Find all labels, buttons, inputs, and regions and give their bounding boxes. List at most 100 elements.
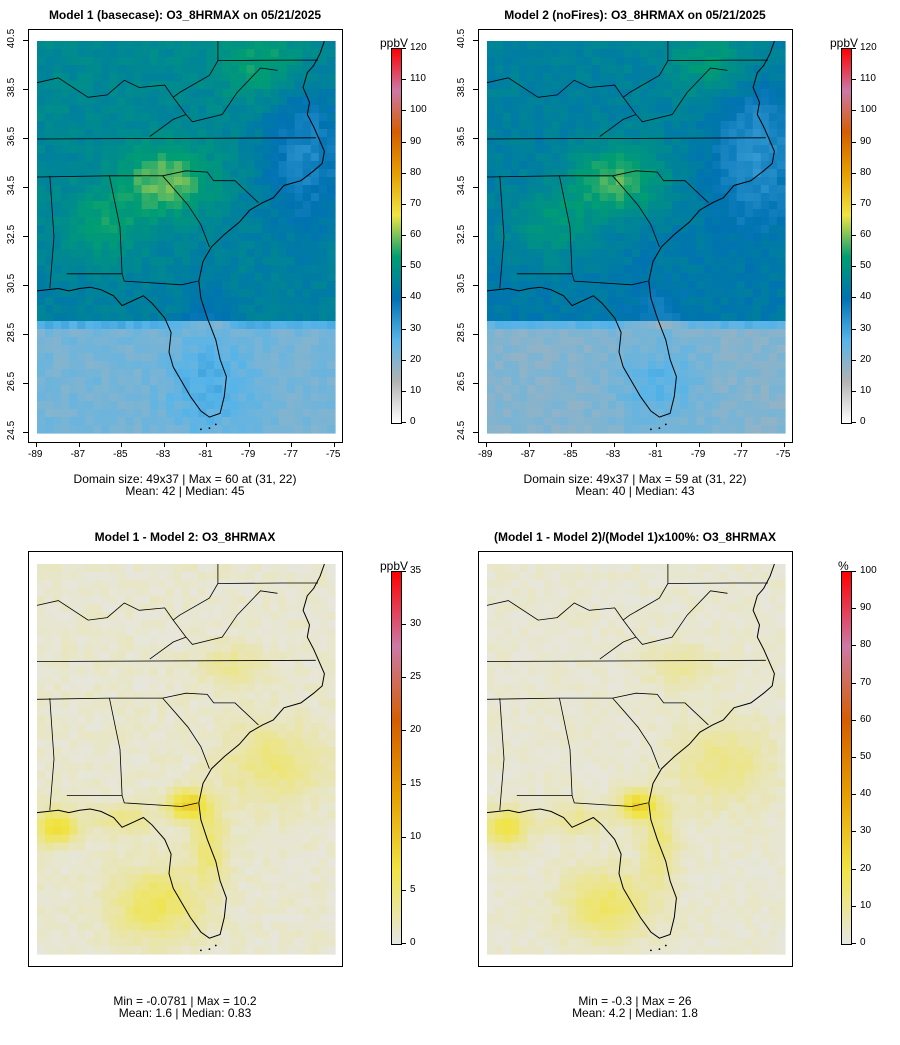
heatmap-cell <box>246 425 256 434</box>
heatmap-cell <box>101 273 111 282</box>
heatmap-cell <box>190 587 199 597</box>
heatmap-cell <box>310 321 320 330</box>
heatmap-cell <box>278 635 288 645</box>
heatmap-cell <box>181 209 191 218</box>
heatmap-cell <box>744 377 754 386</box>
heatmap-cell <box>728 425 738 434</box>
heatmap-cell <box>101 611 111 621</box>
heatmap-cell <box>294 105 304 114</box>
heatmap-cell <box>214 97 223 106</box>
heatmap-cell <box>125 273 135 282</box>
heatmap-cell <box>648 161 657 170</box>
heatmap-cell <box>302 161 312 170</box>
heatmap-cell <box>664 185 673 194</box>
heatmap-cell <box>318 369 328 378</box>
heatmap-cell <box>728 89 738 98</box>
heatmap-cell <box>712 89 722 98</box>
heatmap-cell <box>190 643 199 653</box>
heatmap-cell <box>254 762 264 772</box>
heatmap-cell <box>712 417 722 426</box>
heatmap-cell <box>551 121 561 130</box>
heatmap-cell <box>286 675 296 684</box>
heatmap-cell <box>214 113 223 122</box>
heatmap-cell <box>712 161 722 170</box>
y-tick-label: 32.5 <box>456 224 468 245</box>
heatmap-cell <box>270 153 280 162</box>
heatmap-cell <box>672 369 681 378</box>
heatmap-cell <box>109 185 119 194</box>
heatmap-cell <box>117 81 127 90</box>
heatmap-cell <box>680 193 689 202</box>
colorbar-tick-mark <box>402 235 406 236</box>
heatmap-cell <box>736 169 746 178</box>
heatmap-cell <box>165 377 175 386</box>
heatmap-cell <box>286 731 296 740</box>
heatmap-cell <box>254 675 264 684</box>
heatmap-cell <box>173 659 183 669</box>
heatmap-cell <box>206 273 215 282</box>
heatmap-cell <box>527 161 536 170</box>
heatmap-cell <box>270 377 280 386</box>
heatmap-cell <box>648 377 657 386</box>
heatmap-cell <box>551 177 561 186</box>
heatmap-cell <box>53 619 62 629</box>
heatmap-cell <box>149 393 159 402</box>
heatmap-cell <box>93 345 103 354</box>
heatmap-cell <box>720 97 730 106</box>
heatmap-cell <box>85 818 94 828</box>
heatmap-cell <box>181 265 191 274</box>
heatmap-cell <box>487 385 496 394</box>
heatmap-cell <box>640 265 649 274</box>
heatmap-cell <box>85 401 94 410</box>
heatmap-cell <box>310 273 320 282</box>
heatmap-cell <box>173 289 183 298</box>
heatmap-cell <box>133 297 143 306</box>
heatmap-cell <box>53 571 62 581</box>
heatmap-cell <box>543 225 553 234</box>
heatmap-cell <box>238 289 247 298</box>
heatmap-cell <box>198 273 207 282</box>
heatmap-cell <box>752 265 762 274</box>
heatmap-cell <box>495 233 504 242</box>
heatmap-cell <box>173 723 183 732</box>
heatmap-cell <box>278 289 288 298</box>
heatmap-cell <box>61 273 70 282</box>
heatmap-cell <box>45 603 54 613</box>
heatmap-cell <box>53 794 62 804</box>
heatmap-cell <box>487 201 496 210</box>
heatmap-cell <box>109 65 119 74</box>
heatmap-cell <box>45 786 54 796</box>
heatmap-cell <box>664 241 673 250</box>
heatmap-cell <box>286 313 296 322</box>
heatmap-cell <box>125 393 135 402</box>
heatmap-cell <box>181 193 191 202</box>
heatmap-cell <box>165 129 175 138</box>
heatmap-cell <box>631 121 641 130</box>
heatmap-cell <box>125 233 135 242</box>
heatmap-cell <box>495 249 504 258</box>
heatmap-cell <box>720 289 730 298</box>
y-tick-mark <box>473 138 478 139</box>
heatmap-cell <box>230 289 239 298</box>
heatmap-cell <box>567 345 577 354</box>
heatmap-cell <box>648 145 657 154</box>
heatmap-cell <box>53 225 62 234</box>
heatmap-cell <box>214 802 223 812</box>
heatmap-cell <box>567 65 577 74</box>
heatmap-cell <box>254 185 264 194</box>
heatmap-cell <box>302 281 312 290</box>
heatmap-cell <box>744 217 754 226</box>
heatmap-cell <box>109 289 119 298</box>
heatmap-cell <box>133 57 143 66</box>
heatmap-cell <box>591 377 601 386</box>
heatmap-cell <box>45 579 54 589</box>
heatmap-cell <box>45 289 54 298</box>
heatmap-cell <box>310 723 320 732</box>
heatmap-cell <box>511 113 520 122</box>
heatmap-cell <box>45 121 54 130</box>
heatmap-cell <box>165 595 175 605</box>
heatmap-cell <box>543 73 553 82</box>
heatmap-cell <box>768 297 778 306</box>
heatmap-cell <box>157 770 167 780</box>
heatmap-cell <box>607 321 617 330</box>
